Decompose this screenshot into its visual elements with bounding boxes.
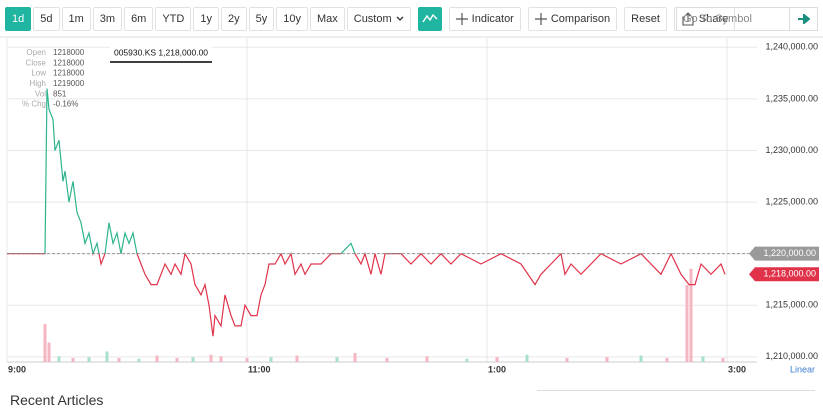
go-button[interactable] [790,7,818,31]
volume-bar [105,351,109,362]
arrow-icon [797,14,810,24]
range-button[interactable]: 3m [92,7,123,31]
symbol-search: Go To Symbol [676,7,818,31]
x-tick-label: 3:00 [728,364,746,374]
readout-value: 851 [53,89,67,98]
last-price-box [749,267,819,282]
volume-bar [701,356,705,362]
volume-bar [57,356,61,362]
volume-bar [465,358,469,362]
range-button[interactable]: 2y [220,7,247,31]
x-tick-label: 1:00 [488,364,506,374]
range-button[interactable]: 6m [124,7,154,31]
volume-bar [219,356,223,362]
readout-label: High [30,79,46,88]
previous-close-box [749,246,819,261]
volume-bar [385,357,389,362]
volume-bar [425,356,429,362]
previous-close-label: 1,220,000.00 [763,248,816,258]
readout-value: 1218000 [53,58,85,67]
last-price-label: 1,218,000.00 [763,269,816,279]
volume-bar [353,353,357,362]
volume-bar [525,354,529,362]
volume-bar [137,358,141,362]
chart-type-icon [422,13,438,23]
custom-label: Custom [353,13,392,25]
range-button[interactable]: 1d [5,7,32,31]
custom-button[interactable]: Custom [346,7,411,31]
readout-value: -0.16% [53,100,78,109]
volume-bar [245,357,249,362]
comparison-label: Comparison [550,13,611,25]
range-button[interactable]: 10y [276,7,308,31]
chevron-icon [396,16,404,21]
readout-label: % Chg [22,100,46,109]
search-input[interactable]: Go To Symbol [676,7,790,31]
plus-icon [455,13,468,25]
reset-button[interactable]: Reset [624,7,667,31]
plus-icon [534,13,547,25]
volume-bar [269,357,273,362]
volume-bar [87,357,91,362]
x-tick-label: 11:00 [248,364,271,374]
share-label: Share [698,13,729,25]
volume-bar [71,357,75,362]
readout-label: Close [26,58,47,67]
readout-value: 1219000 [53,79,85,88]
price-line [7,88,726,337]
y-tick-label: 1,235,000.00 [765,93,818,103]
volume-bar [191,357,195,362]
volume-bar [495,357,499,362]
volume-bar [605,357,609,362]
crosshair-label-box [110,45,212,61]
readout-value: 1218000 [53,69,85,78]
y-tick-label: 1,215,000.00 [765,300,818,310]
volume-bar [117,357,121,362]
range-button[interactable]: 5y [248,7,275,31]
readout-label: Low [31,69,46,78]
volume-bar [295,355,299,362]
range-button[interactable]: Max [309,7,345,31]
volume-bar [721,357,725,362]
volume-bar [43,323,47,362]
volume-bar [47,342,51,362]
divider [537,390,815,391]
volume-bar [335,357,339,362]
volume-bar [565,357,569,362]
volume-bar [689,268,693,362]
volume-bar [685,285,689,362]
volume-bar [639,355,643,362]
range-button[interactable]: 1m [61,7,91,31]
indicator-label: Indicator [471,13,514,25]
readout-label: Vol [35,89,46,98]
volume-bar [209,354,213,362]
range-button[interactable]: 1y [193,7,219,31]
chart-type-button[interactable] [417,7,442,31]
scale-label: Linear [790,364,815,374]
volume-bar [665,357,669,362]
readout-label: Open [26,48,46,57]
y-tick-label: 1,230,000.00 [765,145,818,155]
readout-value: 1218000 [53,48,85,57]
crosshair-label: 005930.KS 1,218,000.00 [114,47,208,57]
y-tick-label: 1,225,000.00 [765,196,818,206]
range-button[interactable]: YTD [155,7,192,31]
y-tick-label: 1,210,000.00 [765,351,818,361]
x-tick-label: 9:00 [8,364,26,374]
range-button[interactable]: 5d [33,7,60,31]
indicator-button[interactable]: Indicator [448,7,521,31]
share-icon [682,12,694,26]
y-tick-label: 1,240,000.00 [765,42,818,52]
volume-bar [175,357,179,362]
section-heading: Recent Articles [10,392,104,408]
toolbar: 1d 5d 1m 3m 6m YTD 1y 2y 5y 10y Max Cust… [5,7,736,31]
comparison-button[interactable]: Comparison [527,7,618,31]
volume-bar [155,355,159,362]
